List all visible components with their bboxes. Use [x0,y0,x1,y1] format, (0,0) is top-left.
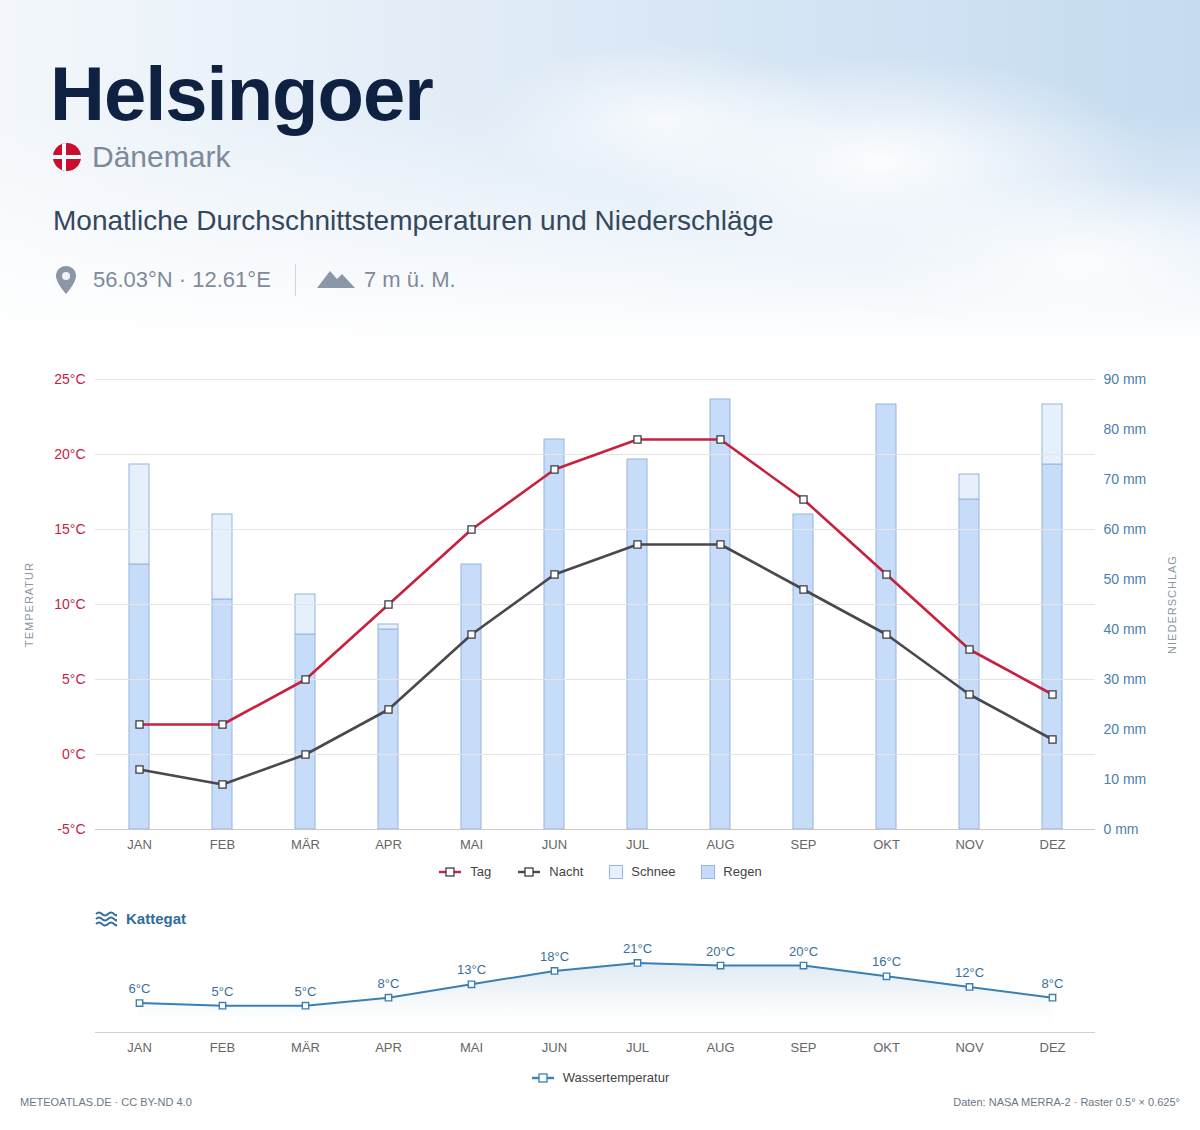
svg-text:90 mm: 90 mm [1104,371,1147,387]
svg-text:SEP: SEP [790,837,816,852]
svg-text:APR: APR [375,837,402,852]
svg-text:JAN: JAN [127,1040,152,1055]
svg-text:8°C: 8°C [1042,976,1064,991]
svg-text:15°C: 15°C [54,521,85,537]
svg-text:FEB: FEB [210,837,235,852]
svg-text:MÄR: MÄR [291,1040,320,1055]
svg-text:12°C: 12°C [955,965,984,980]
svg-text:APR: APR [375,1040,402,1055]
svg-text:50 mm: 50 mm [1104,571,1147,587]
svg-text:10°C: 10°C [54,596,85,612]
svg-text:20°C: 20°C [789,944,818,959]
svg-text:MAI: MAI [460,837,483,852]
svg-text:JUL: JUL [626,1040,649,1055]
svg-text:JUL: JUL [626,837,649,852]
svg-text:SEP: SEP [790,1040,816,1055]
html-text:Dänemark: Dänemark [92,140,231,173]
svg-text:FEB: FEB [210,1040,235,1055]
svg-text:5°C: 5°C [295,984,317,999]
svg-text:NIEDERSCHLAG: NIEDERSCHLAG [1166,555,1178,654]
svg-text:TEMPERATUR: TEMPERATUR [23,562,35,647]
svg-text:5°C: 5°C [62,671,86,687]
svg-text:AUG: AUG [706,1040,734,1055]
svg-text:8°C: 8°C [378,976,400,991]
svg-text:10 mm: 10 mm [1104,771,1147,787]
svg-text:NOV: NOV [955,837,984,852]
svg-text:OKT: OKT [873,1040,900,1055]
svg-text:20°C: 20°C [706,944,735,959]
svg-text:6°C: 6°C [129,981,151,996]
svg-text:JUN: JUN [542,1040,567,1055]
html-text:Wassertemperatur: Wassertemperatur [562,1070,670,1085]
svg-text:MAI: MAI [460,1040,483,1055]
svg-text:OKT: OKT [873,837,900,852]
html-text:Monatliche Durchschnittstemper: Monatliche Durchschnittstemperaturen und… [53,205,774,236]
html-text:Kattegat: Kattegat [126,910,186,927]
svg-text:70 mm: 70 mm [1104,471,1147,487]
html-text:Schnee: Schnee [631,864,676,879]
svg-text:DEZ: DEZ [1040,837,1066,852]
svg-text:MÄR: MÄR [291,837,320,852]
html-text:Daten: NASA MERRA-2 · Raster 0: Daten: NASA MERRA-2 · Raster 0.5° × 0.62… [953,1096,1180,1108]
svg-text:0°C: 0°C [62,746,86,762]
svg-text:16°C: 16°C [872,954,901,969]
svg-text:20 mm: 20 mm [1104,721,1147,737]
svg-text:60 mm: 60 mm [1104,521,1147,537]
svg-text:25°C: 25°C [54,371,85,387]
html-text:Tag: Tag [470,864,492,879]
html-text:METEOATLAS.DE · CC BY-ND 4.0: METEOATLAS.DE · CC BY-ND 4.0 [20,1096,192,1108]
html-text:7 m ü. M.: 7 m ü. M. [364,267,456,292]
svg-text:AUG: AUG [706,837,734,852]
html-text:Regen: Regen [723,864,762,879]
svg-text:30 mm: 30 mm [1104,671,1147,687]
svg-text:20°C: 20°C [54,446,85,462]
svg-text:0 mm: 0 mm [1104,821,1139,837]
svg-text:JUN: JUN [542,837,567,852]
html-text:Helsingoer: Helsingoer [50,51,433,136]
html-text:Nacht: Nacht [549,864,584,879]
svg-text:NOV: NOV [955,1040,984,1055]
svg-text:5°C: 5°C [212,984,234,999]
html-text:56.03°N · 12.61°E: 56.03°N · 12.61°E [93,267,271,292]
svg-text:40 mm: 40 mm [1104,621,1147,637]
svg-text:21°C: 21°C [623,941,652,956]
svg-text:-5°C: -5°C [57,821,85,837]
svg-text:DEZ: DEZ [1040,1040,1066,1055]
svg-text:18°C: 18°C [540,949,569,964]
svg-text:13°C: 13°C [457,962,486,977]
svg-text:JAN: JAN [127,837,152,852]
svg-text:80 mm: 80 mm [1104,421,1147,437]
